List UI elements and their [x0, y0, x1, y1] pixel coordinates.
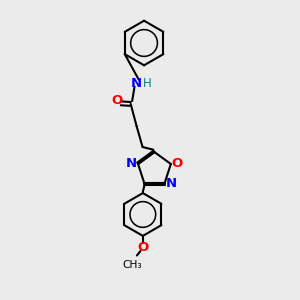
Text: N: N — [166, 177, 177, 190]
Text: O: O — [112, 94, 123, 107]
Text: O: O — [137, 241, 148, 254]
Text: CH₃: CH₃ — [123, 260, 142, 270]
Text: N: N — [131, 76, 142, 90]
Text: O: O — [172, 158, 183, 170]
Text: H: H — [143, 76, 152, 90]
Text: N: N — [126, 158, 137, 170]
